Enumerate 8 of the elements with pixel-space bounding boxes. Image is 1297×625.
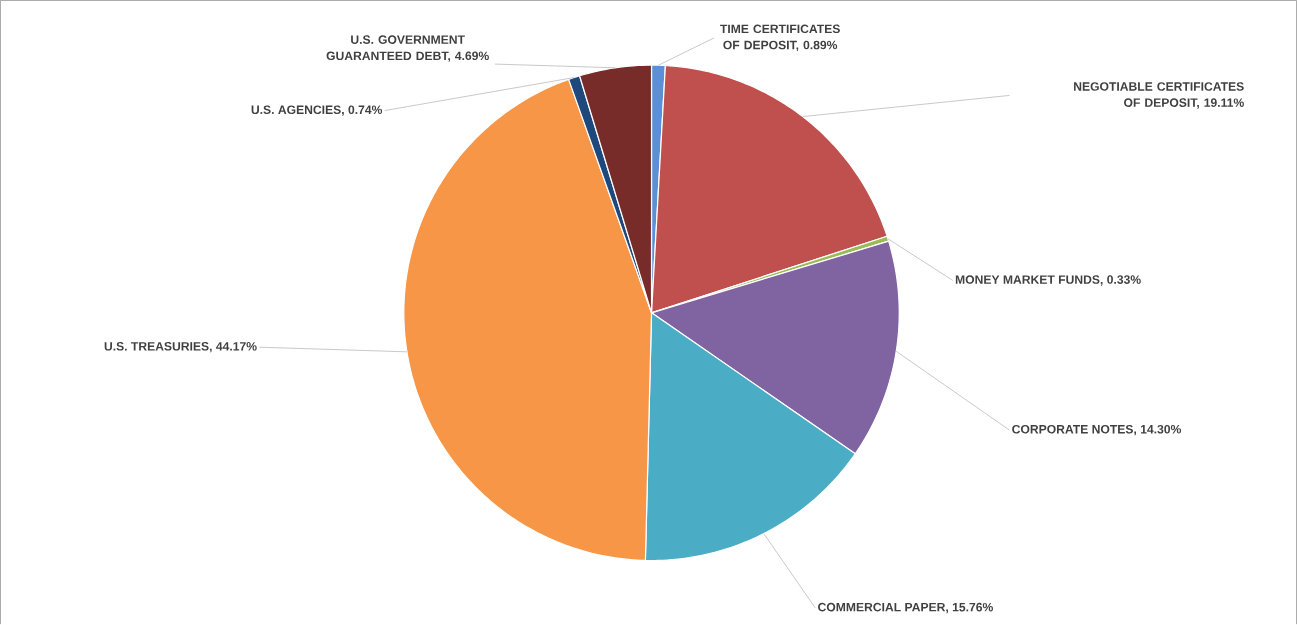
slice-label: CORPORATE NOTES, 14.30% [1012,425,1182,436]
slice-label: U.S. GOVERNMENT GUARANTEED DEBT, 4.69% [326,35,489,63]
slice-label: U.S. TREASURIES, 44.17% [104,342,257,353]
slice-label: COMMERCIAL PAPER, 15.76% [818,603,993,614]
slice-label: MONEY MARKET FUNDS, 0.33% [955,275,1141,286]
slice-label: TIME CERTIFICATES OF DEPOSIT, 0.89% [720,24,840,52]
slice-label: NEGOTIABLE CERTIFICATES OF DEPOSIT, 19.11% [1074,82,1244,109]
slice-label: U.S. AGENCIES, 0.74% [251,105,383,116]
